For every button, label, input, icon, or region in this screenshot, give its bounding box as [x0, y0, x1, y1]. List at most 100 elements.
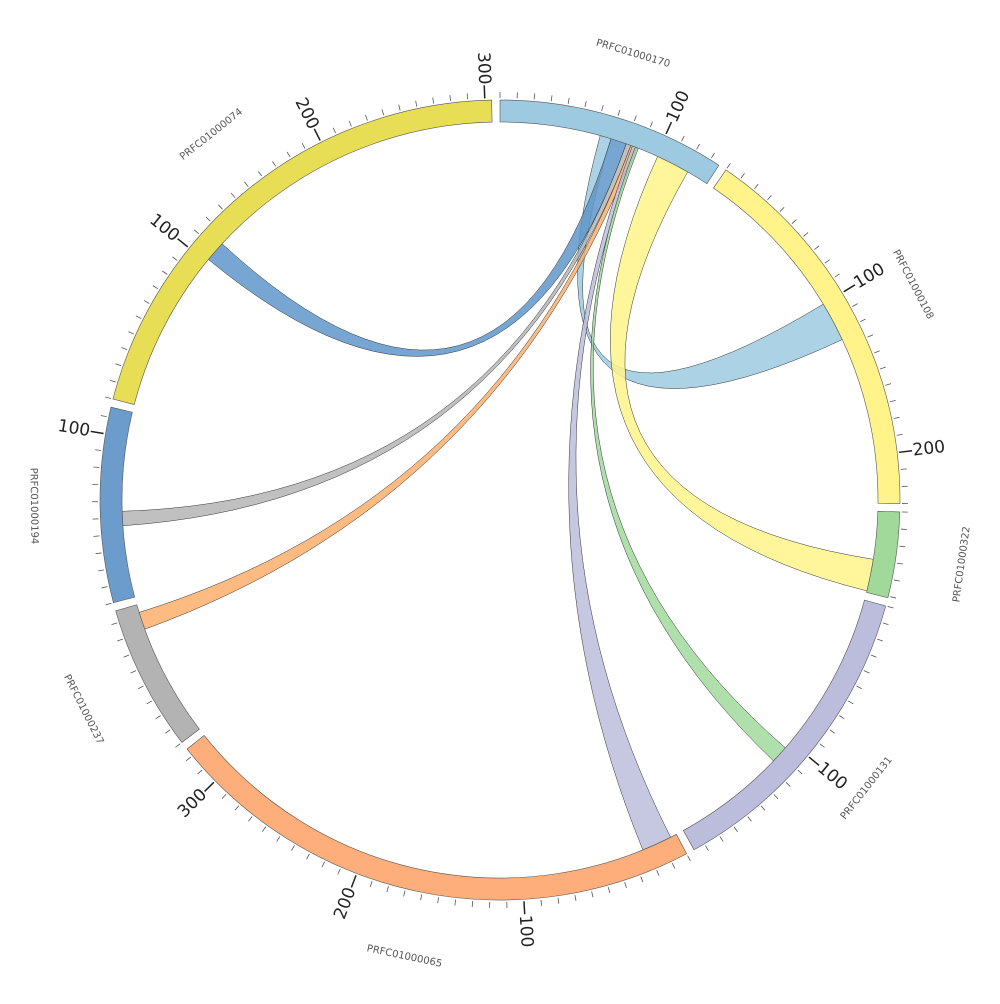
- minor-tick: [101, 415, 107, 416]
- minor-tick: [421, 894, 422, 900]
- minor-tick: [804, 232, 809, 236]
- minor-tick: [98, 570, 104, 571]
- minor-tick: [194, 230, 198, 234]
- link-ribbon: [122, 144, 631, 526]
- minor-tick: [102, 587, 108, 588]
- minor-tick: [848, 701, 853, 704]
- tick-label: 100: [813, 758, 851, 794]
- minor-tick: [248, 816, 252, 821]
- minor-tick: [568, 98, 569, 104]
- minor-tick: [541, 900, 542, 906]
- minor-tick: [172, 257, 177, 261]
- links: [122, 136, 873, 850]
- minor-tick: [131, 671, 136, 674]
- minor-tick: [307, 854, 310, 859]
- segment-arc: [113, 100, 492, 404]
- minor-tick: [682, 136, 685, 141]
- minor-tick: [110, 380, 116, 382]
- minor-tick: [585, 101, 586, 107]
- major-tick: [844, 285, 855, 292]
- segment-name: PRFC01000065: [366, 943, 443, 969]
- minor-tick: [618, 110, 620, 116]
- minor-tick: [115, 364, 121, 366]
- minor-tick: [262, 827, 265, 832]
- minor-tick: [625, 882, 627, 888]
- minor-tick: [697, 144, 700, 149]
- tick-label: 100: [850, 259, 888, 293]
- segment-name: PRFC01000322: [951, 526, 972, 603]
- major-tick: [809, 757, 819, 765]
- major-tick: [666, 122, 671, 134]
- minor-tick: [558, 898, 559, 904]
- segment-arc: [100, 407, 135, 603]
- minor-tick: [734, 827, 737, 832]
- minor-tick: [117, 639, 123, 641]
- minor-tick: [198, 770, 202, 774]
- minor-tick: [672, 863, 675, 868]
- minor-tick: [592, 891, 593, 897]
- minor-tick: [206, 217, 210, 221]
- link-ribbon: [208, 139, 626, 357]
- tick-label: 100: [56, 416, 91, 441]
- minor-tick: [754, 184, 758, 189]
- minor-tick: [322, 862, 325, 867]
- minor-tick: [860, 319, 865, 322]
- minor-tick: [885, 384, 891, 386]
- minor-tick: [835, 274, 840, 277]
- minor-tick: [774, 794, 778, 798]
- minor-tick: [608, 887, 610, 893]
- minor-tick: [455, 900, 456, 906]
- minor-tick: [864, 671, 869, 674]
- minor-tick: [856, 686, 861, 689]
- minor-tick: [880, 367, 886, 369]
- minor-tick: [852, 304, 857, 307]
- segment-name: PRFC01000131: [839, 755, 895, 822]
- minor-tick: [112, 623, 118, 625]
- segment-name: PRFC01000074: [178, 107, 245, 163]
- segment-arc: [116, 605, 200, 743]
- minor-tick: [839, 716, 844, 719]
- segment-name: PRFC01000108: [890, 248, 935, 321]
- minor-tick: [634, 115, 636, 121]
- minor-tick: [792, 220, 796, 224]
- minor-tick: [720, 837, 723, 842]
- tick-label: 200: [912, 437, 947, 461]
- minor-tick: [899, 546, 905, 547]
- tick-label: 100: [515, 914, 537, 948]
- minor-tick: [438, 897, 439, 903]
- minor-tick: [433, 98, 434, 104]
- minor-tick: [868, 335, 873, 337]
- segment-arc: [867, 511, 900, 598]
- minor-tick: [897, 434, 903, 435]
- minor-tick: [761, 806, 765, 811]
- minor-tick: [767, 195, 771, 199]
- minor-tick: [748, 817, 752, 822]
- minor-tick: [534, 93, 535, 99]
- minor-tick: [338, 869, 340, 875]
- major-tick: [524, 901, 525, 914]
- minor-tick: [124, 655, 130, 657]
- minor-tick: [602, 105, 604, 111]
- minor-tick: [277, 836, 280, 841]
- minor-tick: [144, 301, 149, 304]
- minor-tick: [650, 122, 652, 128]
- minor-tick: [404, 891, 405, 897]
- minor-tick: [416, 101, 417, 107]
- tick-label: 200: [291, 95, 323, 133]
- segment-name: PRFC01000237: [61, 673, 105, 746]
- minor-tick: [575, 895, 576, 901]
- minor-tick: [186, 757, 191, 761]
- major-tick: [899, 451, 912, 453]
- tick-label: 100: [663, 88, 695, 126]
- minor-tick: [153, 286, 158, 289]
- minor-tick: [814, 246, 819, 250]
- minor-tick: [883, 623, 889, 625]
- minor-tick: [333, 128, 335, 133]
- minor-tick: [258, 171, 262, 176]
- minor-tick: [450, 95, 451, 101]
- minor-tick: [888, 606, 894, 608]
- minor-tick: [727, 163, 730, 168]
- minor-tick: [897, 563, 903, 564]
- major-tick: [314, 129, 320, 141]
